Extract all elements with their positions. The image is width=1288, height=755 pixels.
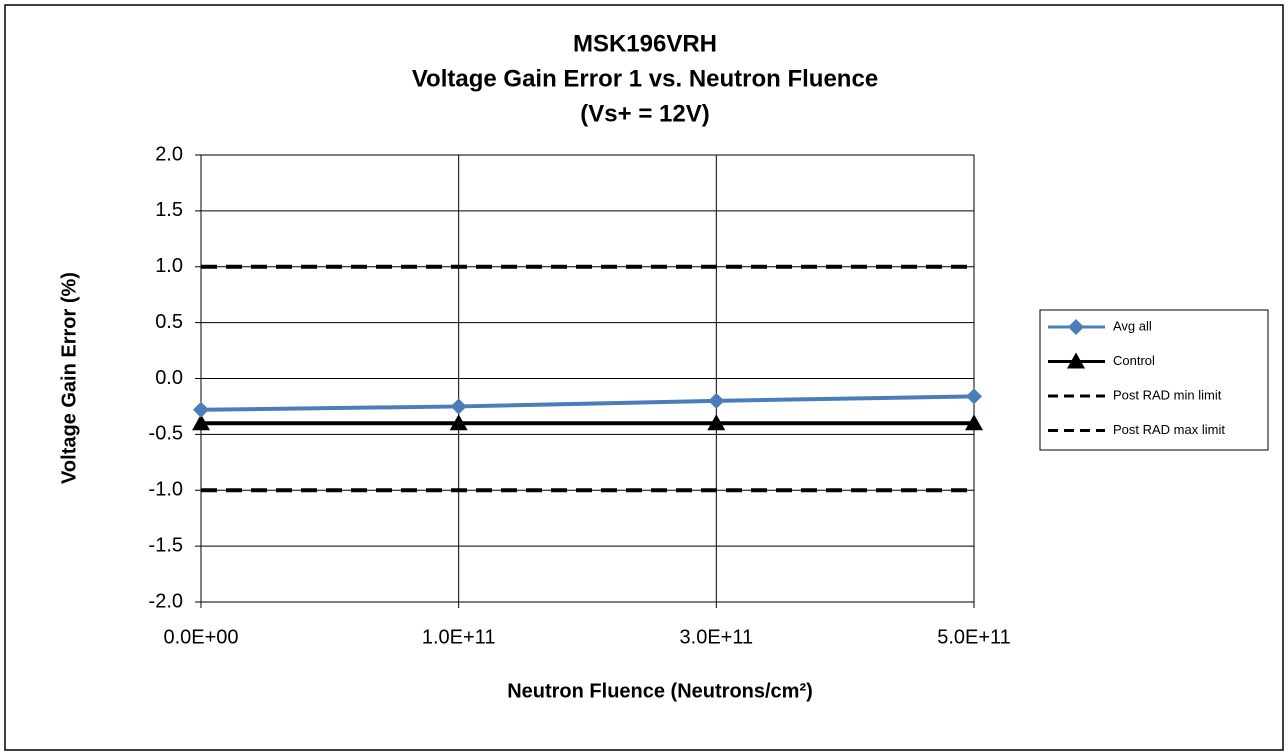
y-tick-label: -2.0 bbox=[149, 590, 183, 612]
chart-title: MSK196VRH bbox=[573, 30, 717, 57]
y-tick-label: -1.5 bbox=[149, 534, 183, 556]
y-tick-label: -1.0 bbox=[149, 479, 183, 501]
y-tick-label: 1.0 bbox=[155, 255, 183, 277]
x-tick-label: 0.0E+00 bbox=[163, 626, 238, 648]
legend-box bbox=[1039, 309, 1269, 451]
legend-marker bbox=[1068, 319, 1084, 335]
data-point bbox=[707, 414, 726, 431]
y-tick-label: 0.0 bbox=[155, 367, 183, 389]
legend-label: Post RAD min limit bbox=[1113, 387, 1222, 402]
chart-title: Voltage Gain Error 1 vs. Neutron Fluence bbox=[412, 65, 878, 92]
data-point bbox=[192, 414, 210, 431]
x-tick-label: 1.0E+11 bbox=[422, 626, 496, 648]
data-point bbox=[965, 414, 983, 431]
legend-label: Control bbox=[1113, 353, 1155, 368]
data-point bbox=[449, 414, 468, 431]
y-tick-label: 1.5 bbox=[155, 199, 183, 221]
x-tick-label: 3.0E+11 bbox=[680, 626, 754, 648]
data-point bbox=[966, 388, 982, 405]
data-point bbox=[708, 392, 725, 409]
x-axis-label: Neutron Fluence (Neutrons/cm²) bbox=[507, 680, 813, 702]
x-tick-label: 5.0E+11 bbox=[937, 626, 1011, 648]
legend-label: Post RAD max limit bbox=[1113, 422, 1225, 437]
data-point bbox=[193, 401, 209, 418]
y-tick-label: 2.0 bbox=[155, 143, 183, 165]
series-line bbox=[200, 394, 975, 412]
legend-marker bbox=[1067, 352, 1085, 369]
legend-label: Avg all bbox=[1113, 318, 1152, 333]
y-axis-label: Voltage Gain Error (%) bbox=[58, 272, 80, 484]
chart-title: (Vs+ = 12V) bbox=[580, 100, 709, 127]
y-tick-label: -0.5 bbox=[149, 423, 183, 445]
plot-area bbox=[200, 154, 975, 603]
y-tick-label: 0.5 bbox=[155, 311, 183, 333]
data-point bbox=[450, 398, 467, 415]
